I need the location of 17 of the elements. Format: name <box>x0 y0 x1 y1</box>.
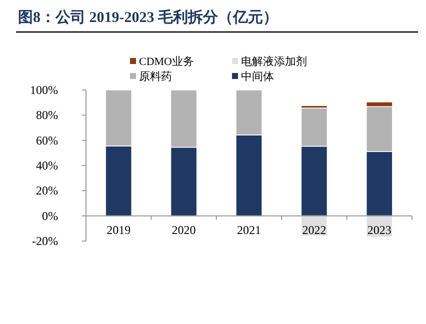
legend-label: 原料药 <box>139 70 172 83</box>
legend-label: 中间体 <box>241 70 274 83</box>
y-tick-label: -20% <box>32 234 58 248</box>
y-tick-label: 0% <box>42 208 58 223</box>
y-tick-label: 40% <box>36 158 58 172</box>
x-tick-label: 2020 <box>172 222 196 237</box>
x-tick-label: 2019 <box>106 222 131 237</box>
y-tick-label: 20% <box>36 184 58 198</box>
y-tick-label: 100% <box>30 83 58 97</box>
y-tick-label: 80% <box>36 108 58 122</box>
y-tick-label: 60% <box>36 133 58 148</box>
legend-label: CDMO业务 <box>139 55 194 68</box>
x-tick-label: 2023 <box>367 222 392 237</box>
legend-label: 电解液添加剂 <box>241 55 307 68</box>
chart-title: 图8：公司 2019-2023 毛利拆分（亿元） <box>18 9 278 26</box>
x-tick-label: 2021 <box>237 222 261 237</box>
x-tick-label: 2022 <box>302 222 326 237</box>
